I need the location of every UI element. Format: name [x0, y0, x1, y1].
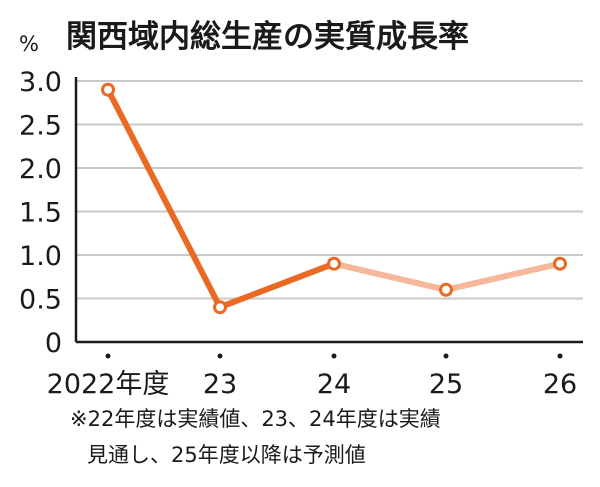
x-category-label: 23	[203, 369, 237, 400]
axes	[74, 77, 583, 344]
series-segment-forecast	[331, 260, 449, 293]
data-points	[101, 82, 567, 315]
data-point	[439, 282, 453, 297]
series-segment-actual	[217, 260, 337, 311]
y-tick-label: 1.5	[19, 198, 62, 229]
footnote-line-1: ※22年度は実績値、23、24年度は実績	[70, 407, 441, 431]
x-tick-dot	[217, 353, 223, 359]
x-category-label: 2022年度	[47, 369, 170, 400]
y-tick-label: 0.5	[19, 285, 62, 316]
x-category-label: 25	[429, 369, 463, 400]
y-tick-label: 3.0	[19, 67, 62, 98]
x-category-labels: 2022年度 23 24 25 26	[47, 353, 577, 400]
data-point	[553, 256, 567, 271]
y-tick-label: 2.0	[19, 154, 62, 185]
y-tick-label: 2.5	[19, 111, 62, 142]
grid-lines	[76, 80, 583, 300]
series-segment-forecast	[443, 260, 563, 293]
y-tick-labels: 3.0 2.5 2.0 1.5 1.0 0.5 0	[19, 67, 62, 359]
series-segment-actual	[105, 86, 223, 311]
x-tick-dot	[331, 353, 337, 359]
data-point	[213, 300, 227, 315]
y-tick-label: 1.0	[19, 241, 62, 272]
x-tick-dot	[557, 353, 563, 359]
x-category-label: 26	[543, 369, 577, 400]
chart-title: 関西域内総生産の実質成長率	[66, 19, 469, 55]
x-category-label: 24	[317, 369, 351, 400]
footnote-line-2: 見通し、25年度以降は予測値	[87, 443, 366, 467]
x-tick-dot	[105, 353, 111, 359]
unit-label: %	[19, 32, 39, 56]
series-lines	[105, 86, 563, 311]
y-tick-label: 0	[45, 328, 62, 359]
data-point	[327, 256, 341, 271]
x-tick-dot	[443, 353, 449, 359]
data-point	[101, 82, 115, 97]
